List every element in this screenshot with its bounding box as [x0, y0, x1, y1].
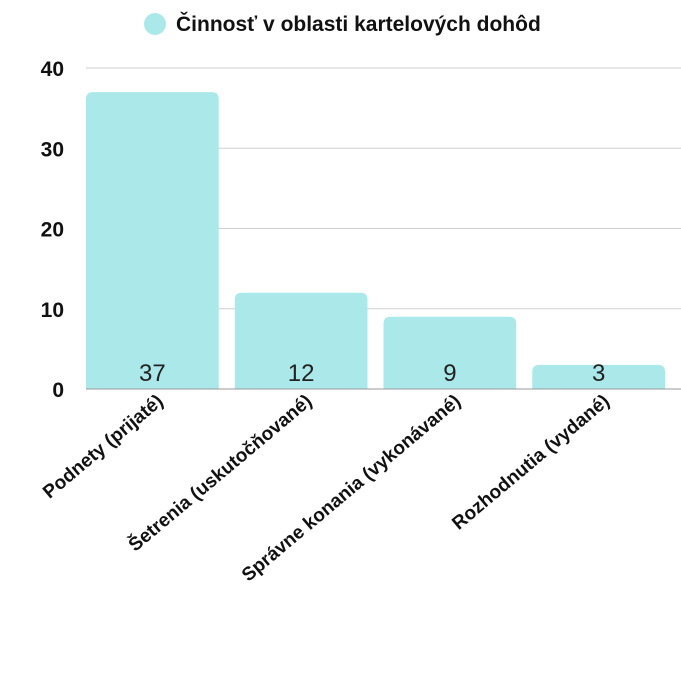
y-axis: 0 10 20 30 40: [41, 58, 64, 402]
legend-label: Činnosť v oblasti kartelových dohôd: [176, 12, 541, 36]
data-label: 9: [443, 360, 456, 387]
data-label: 37: [139, 360, 166, 387]
data-label: 12: [288, 360, 315, 387]
bar: [234, 292, 368, 389]
y-tick-label: 10: [41, 299, 64, 322]
bar: [383, 316, 517, 389]
data-labels: 37 12 9 3: [139, 360, 605, 387]
y-tick-label: 30: [41, 138, 64, 161]
bars: [86, 92, 665, 389]
y-tick-label: 40: [41, 58, 64, 81]
legend-marker: [144, 13, 166, 35]
y-tick-label: 20: [41, 219, 64, 242]
legend: Činnosť v oblasti kartelových dohôd: [144, 12, 541, 36]
y-tick-label: 0: [52, 379, 64, 402]
data-label: 3: [592, 360, 605, 387]
bar: [532, 364, 665, 389]
x-tick-label: Rozhodnutia (vydané): [448, 391, 614, 535]
x-axis: Podnety (prijaté)Šetrenia (uskutočňované…: [39, 390, 614, 586]
bar: [86, 92, 219, 389]
x-tick-label: Podnety (prijaté): [39, 391, 167, 503]
